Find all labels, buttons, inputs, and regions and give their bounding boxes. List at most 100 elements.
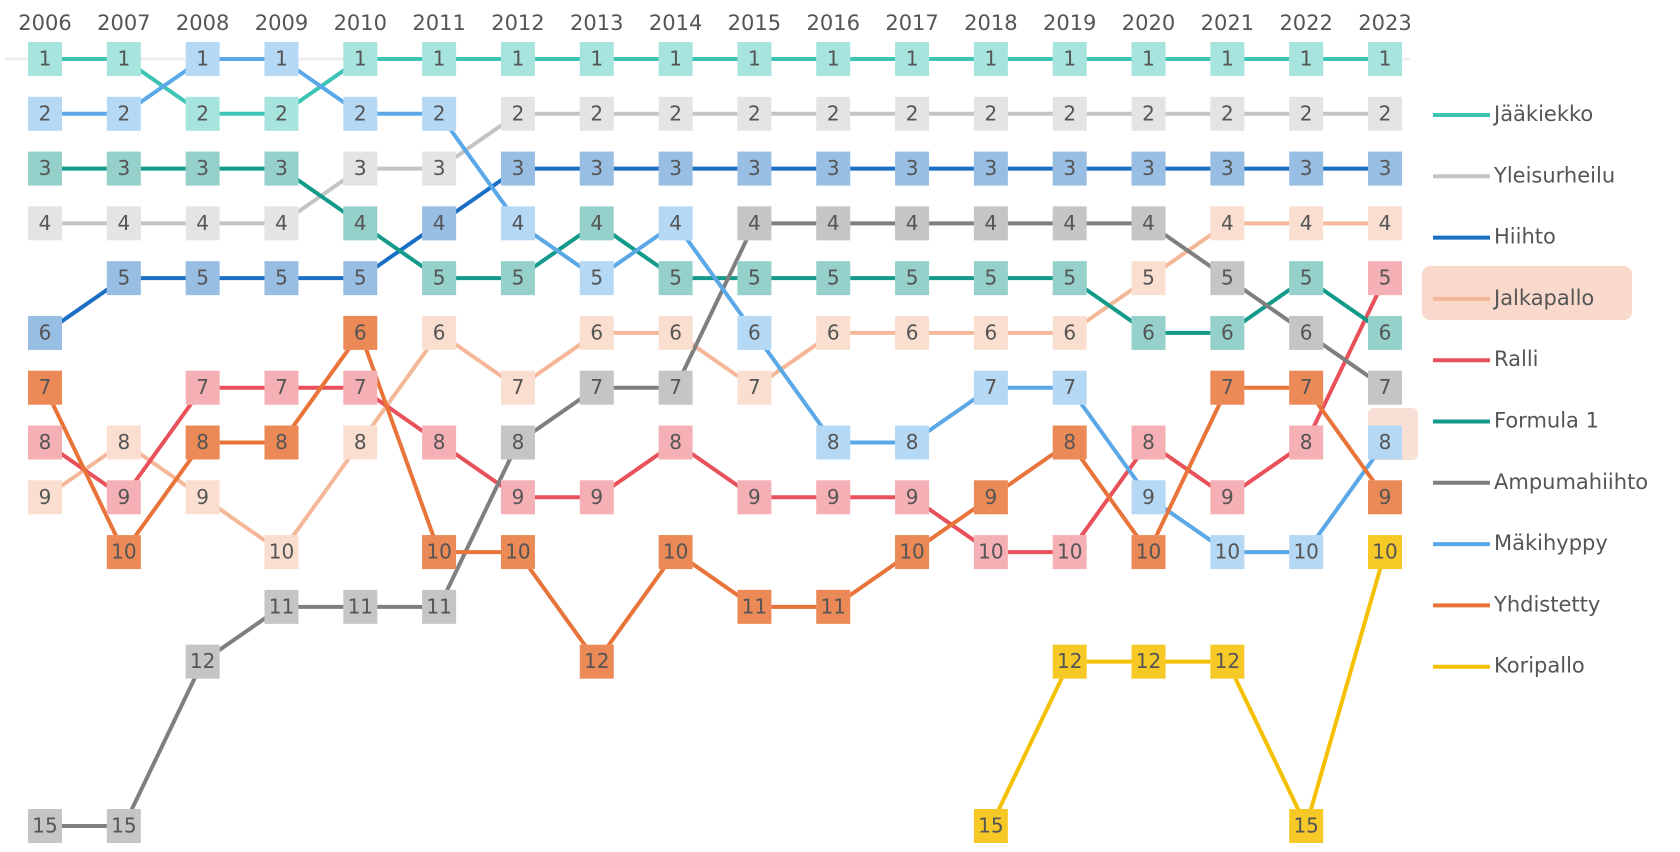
rank-box: [1289, 151, 1324, 186]
rank-box: [1052, 42, 1087, 76]
rank-box-bg: [1210, 151, 1245, 186]
rank-box-bg: [422, 151, 457, 186]
rank-box-bg: [343, 96, 378, 131]
series-line: [989, 551, 1387, 832]
legend-label: Mäkihyppy: [1494, 531, 1608, 555]
rank-label: 5: [1221, 266, 1234, 290]
rank-label: 10: [505, 540, 530, 564]
rank-box: [1289, 535, 1324, 570]
x-tick-label: 2017: [885, 11, 938, 35]
rank-label: 1: [1142, 47, 1155, 71]
rank-box-bg: [973, 151, 1008, 186]
rank-label: 3: [669, 156, 682, 180]
rank-box: [737, 151, 772, 186]
rank-label: 2: [433, 101, 446, 125]
rank-box: [1052, 370, 1087, 405]
rank-box-bg: [343, 370, 378, 405]
rank-label: 15: [1293, 814, 1318, 838]
rank-box-bg: [579, 42, 614, 76]
rank-box-bg: [343, 206, 378, 241]
rank-box: [973, 96, 1008, 131]
rank-box-bg: [1210, 261, 1245, 296]
rank-box: [106, 151, 141, 186]
rank-box-bg: [895, 315, 930, 350]
rank-box-bg: [106, 809, 141, 843]
rank-label: 4: [1221, 211, 1234, 235]
rank-label: 2: [1300, 101, 1313, 125]
rank-box-bg: [343, 42, 378, 76]
rank-label: 3: [117, 156, 130, 180]
rank-label: 4: [985, 211, 998, 235]
rank-box: [658, 370, 693, 405]
rank-label: 5: [117, 266, 130, 290]
rank-box-bg: [1368, 206, 1402, 241]
rank-box: [1210, 535, 1245, 570]
rank-box: [343, 206, 378, 241]
rank-label: 1: [354, 47, 367, 71]
rank-box: [658, 206, 693, 241]
rank-box-bg: [1131, 425, 1166, 460]
rank-box: [106, 480, 141, 515]
rank-box-bg: [658, 96, 693, 131]
rank-label: 2: [196, 101, 209, 125]
rank-box: [1052, 151, 1087, 186]
rank-label: 5: [827, 266, 840, 290]
rank-box-bg: [579, 96, 614, 131]
rank-box-bg: [816, 206, 851, 241]
rank-label: 1: [275, 47, 288, 71]
rank-box: [737, 96, 772, 131]
rank-label: 4: [275, 211, 288, 235]
rank-label: 6: [1221, 320, 1234, 344]
rank-box-bg: [579, 480, 614, 515]
rank-box: [1131, 261, 1166, 296]
rank-label: 3: [590, 156, 603, 180]
rank-box: [422, 261, 457, 296]
rank-label: 5: [354, 266, 367, 290]
x-tick-label: 2018: [964, 11, 1017, 35]
x-tick-label: 2008: [176, 11, 229, 35]
series-line: [43, 277, 1387, 555]
rank-box: [1052, 535, 1087, 570]
rank-label: 5: [1142, 266, 1155, 290]
rank-box: [1052, 261, 1087, 296]
rank-box-bg: [28, 425, 62, 460]
rank-label: 7: [985, 375, 998, 399]
rank-label: 11: [821, 594, 846, 618]
rank-box-bg: [28, 809, 62, 843]
rank-box: [1289, 809, 1324, 843]
rank-label: 9: [39, 485, 52, 509]
rank-label: 1: [590, 47, 603, 71]
x-tick-label: 2006: [18, 11, 71, 35]
rank-label: 4: [1063, 211, 1076, 235]
rank-box-bg: [106, 480, 141, 515]
rank-label: 4: [196, 211, 209, 235]
rank-label: 8: [1379, 430, 1392, 454]
rank-box: [579, 42, 614, 76]
x-tick-label: 2023: [1358, 11, 1411, 35]
rank-label: 6: [985, 320, 998, 344]
rank-label: 2: [1142, 101, 1155, 125]
rank-box-bg: [106, 261, 141, 296]
rank-label: 3: [985, 156, 998, 180]
rank-box-bg: [1052, 261, 1087, 296]
rank-box-bg: [658, 206, 693, 241]
rank-label: 1: [1379, 47, 1392, 71]
rank-box: [579, 261, 614, 296]
rank-box: [500, 535, 535, 570]
rank-box-bg: [1289, 206, 1324, 241]
rank-box-bg: [1131, 261, 1166, 296]
rank-box: [264, 589, 299, 624]
rank-box-bg: [1210, 315, 1245, 350]
rank-box: [895, 206, 930, 241]
rank-box-bg: [1210, 480, 1245, 515]
rank-box: [816, 480, 851, 515]
rank-box-bg: [1052, 96, 1087, 131]
rank-box: [579, 206, 614, 241]
rank-box-bg: [1052, 206, 1087, 241]
rank-box: [737, 206, 772, 241]
rank-label: 10: [899, 540, 924, 564]
rank-label: 6: [906, 320, 919, 344]
rank-box: [1368, 42, 1402, 76]
x-tick-label: 2007: [97, 11, 150, 35]
rank-label: 3: [1142, 156, 1155, 180]
